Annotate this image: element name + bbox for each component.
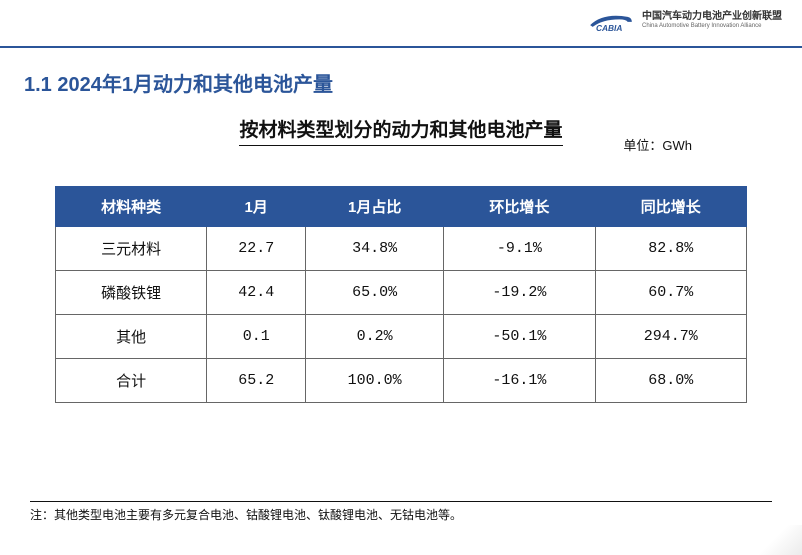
page-curl-decoration <box>742 525 802 555</box>
logo-text-block: 中国汽车动力电池产业创新联盟 China Automotive Battery … <box>642 11 782 30</box>
cell: 合计 <box>56 359 207 403</box>
cell: 磷酸铁锂 <box>56 271 207 315</box>
cell: 34.8% <box>306 227 444 271</box>
footnote-text: 注：其他类型电池主要有多元复合电池、钴酸锂电池、钛酸锂电池、无钴电池等。 <box>30 506 772 523</box>
col-material: 材料种类 <box>56 187 207 227</box>
col-share: 1月占比 <box>306 187 444 227</box>
cabia-logo-icon: CABIA <box>586 8 636 34</box>
table-header-row: 材料种类 1月 1月占比 环比增长 同比增长 <box>56 187 747 227</box>
cell: 82.8% <box>595 227 746 271</box>
cell: -50.1% <box>444 315 595 359</box>
cell: 0.2% <box>306 315 444 359</box>
cell: 65.2 <box>207 359 306 403</box>
cell: 68.0% <box>595 359 746 403</box>
cell: 42.4 <box>207 271 306 315</box>
logo-brand-text: CABIA <box>596 23 622 33</box>
subtitle-wrap: 按材料类型划分的动力和其他电池产量 单位：GWh <box>0 107 802 146</box>
cell: 三元材料 <box>56 227 207 271</box>
col-jan: 1月 <box>207 187 306 227</box>
data-table-wrap: 材料种类 1月 1月占比 环比增长 同比增长 三元材料 22.7 34.8% -… <box>0 146 802 403</box>
table-row-total: 合计 65.2 100.0% -16.1% 68.0% <box>56 359 747 403</box>
col-yoy: 同比增长 <box>595 187 746 227</box>
footnote-divider <box>30 501 772 502</box>
col-mom: 环比增长 <box>444 187 595 227</box>
org-name-en: China Automotive Battery Innovation Alli… <box>642 23 782 30</box>
table-row: 三元材料 22.7 34.8% -9.1% 82.8% <box>56 227 747 271</box>
table-row: 磷酸铁锂 42.4 65.0% -19.2% 60.7% <box>56 271 747 315</box>
unit-label: 单位：GWh <box>623 135 692 154</box>
cell: 294.7% <box>595 315 746 359</box>
section-title: 1.1 2024年1月动力和其他电池产量 <box>0 48 802 107</box>
cell: 其他 <box>56 315 207 359</box>
cell: 60.7% <box>595 271 746 315</box>
cell: 65.0% <box>306 271 444 315</box>
footnote-wrap: 注：其他类型电池主要有多元复合电池、钴酸锂电池、钛酸锂电池、无钴电池等。 <box>30 501 772 523</box>
battery-production-table: 材料种类 1月 1月占比 环比增长 同比增长 三元材料 22.7 34.8% -… <box>55 186 747 403</box>
logo-area: CABIA 中国汽车动力电池产业创新联盟 China Automotive Ba… <box>586 8 782 34</box>
cell: -16.1% <box>444 359 595 403</box>
cell: 100.0% <box>306 359 444 403</box>
cell: 0.1 <box>207 315 306 359</box>
subtitle: 按材料类型划分的动力和其他电池产量 <box>239 115 562 146</box>
table-row: 其他 0.1 0.2% -50.1% 294.7% <box>56 315 747 359</box>
cell: -19.2% <box>444 271 595 315</box>
cell: -9.1% <box>444 227 595 271</box>
org-name-cn: 中国汽车动力电池产业创新联盟 <box>642 11 782 23</box>
cell: 22.7 <box>207 227 306 271</box>
header-bar: CABIA 中国汽车动力电池产业创新联盟 China Automotive Ba… <box>0 0 802 48</box>
